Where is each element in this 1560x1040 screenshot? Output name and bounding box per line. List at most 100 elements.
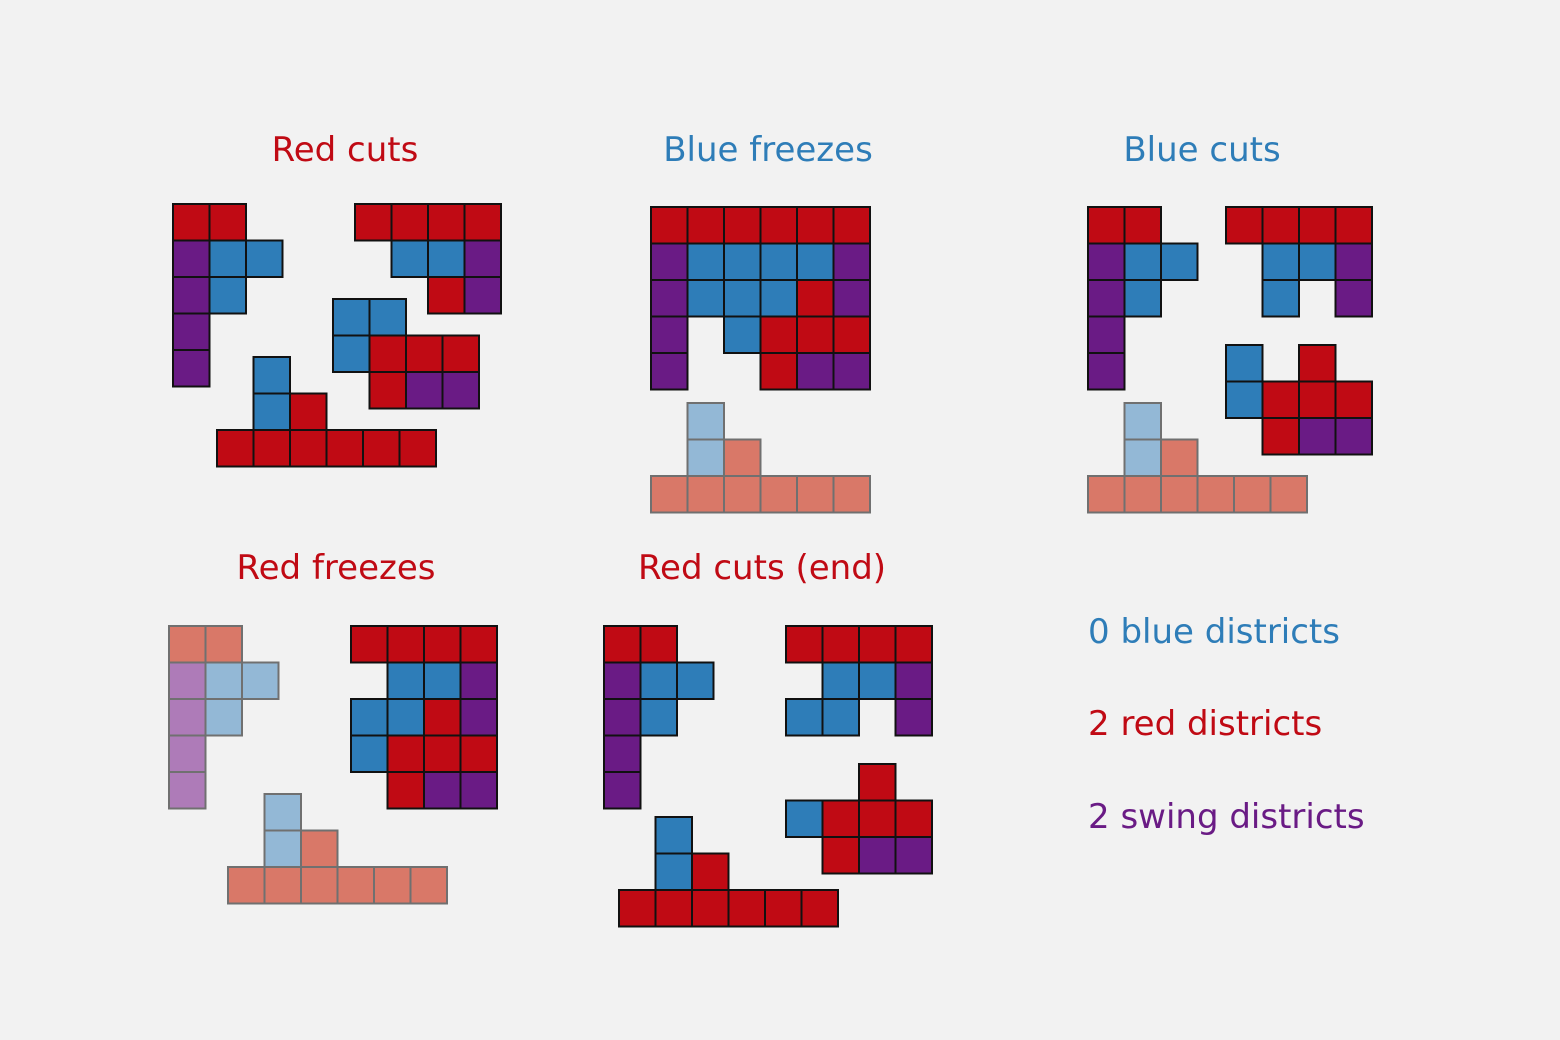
district-piece [168,625,280,810]
grid-cell-purple [463,239,502,278]
grid-cell-red [858,763,897,802]
grid-cell-red [368,371,407,410]
grid-cell-purple [1087,315,1126,354]
district-piece [618,816,839,928]
grid-cell-blue [821,661,860,700]
grid-cell-purple [463,276,502,315]
grid-cell-blue [785,799,824,838]
grid-cell-blue [639,661,678,700]
panel-red-freezes [168,625,498,905]
grid-cell-red [796,315,835,354]
grid-cell-purple [459,771,498,810]
grid-cell-red [427,276,466,315]
district-piece [216,356,437,468]
grid-cell-blue [686,242,725,281]
grid-cell-blue [386,661,425,700]
grid-cell-red [423,734,462,773]
grid-cell-blue-faded [1123,438,1162,477]
grid-cell-blue [723,242,762,281]
grid-cell-purple [832,279,871,318]
grid-cell-blue [390,239,429,278]
grid-cell-blue [796,242,835,281]
panel-title-red-cuts: Red cuts [271,130,419,170]
grid-cell-blue [723,279,762,318]
grid-cell-red [759,315,798,354]
grid-cell-blue [245,239,284,278]
panel-title-red-cuts-end: Red cuts (end) [637,548,887,588]
grid-cell-red [354,203,393,242]
grid-cell-red [821,799,860,838]
grid-cell-purple [1334,279,1373,318]
grid-cell-red [386,734,425,773]
grid-cell-red-faded [204,625,243,664]
grid-cell-purple [1087,352,1126,391]
district-piece [172,203,284,388]
grid-cell-red [686,206,725,245]
grid-cell-purple [650,279,689,318]
grid-cell-purple [603,771,642,810]
grid-cell-red-faded [409,866,448,905]
grid-cell-red [650,206,689,245]
grid-cell-red-faded [1196,475,1235,514]
grid-cell-red-faded [1233,475,1272,514]
grid-cell-purple [459,698,498,737]
grid-cell-red [858,799,897,838]
grid-cell-red [723,206,762,245]
grid-cell-red [368,334,407,373]
grid-cell-red-faded [650,475,689,514]
grid-cell-red [1123,206,1162,245]
grid-cell-red-faded [300,829,339,868]
grid-cell-purple [423,771,462,810]
grid-cell-purple-faded [168,661,207,700]
grid-cell-purple [894,836,933,875]
grid-cell-purple [650,352,689,391]
grid-cell-red-faded [263,866,302,905]
grid-cell-red [764,889,803,928]
district-piece [1225,344,1373,456]
grid-cell-red [1334,206,1373,245]
grid-cell-purple [894,661,933,700]
legend-red-districts: 2 red districts [1088,704,1323,744]
grid-cell-red-faded [723,475,762,514]
grid-cell-red [603,625,642,664]
grid-cell-red [172,203,211,242]
grid-cell-blue-faded [686,402,725,441]
grid-cell-purple-faded [168,698,207,737]
grid-cell-red [639,625,678,664]
grid-cell-red [821,625,860,664]
legend-swing-districts: 2 swing districts [1088,797,1365,837]
panel-blue-freezes [650,206,871,514]
panel-title-blue-cuts: Blue cuts [1123,130,1281,170]
grid-cell-red [894,625,933,664]
grid-cell-purple [172,349,211,388]
grid-cell-red [390,203,429,242]
grid-cell-blue-faded [263,829,302,868]
grid-cell-blue [654,852,693,891]
grid-cell-red [386,771,425,810]
grid-cell-red-faded [686,475,725,514]
grid-cell-blue [1261,242,1300,281]
grid-cell-blue [821,698,860,737]
grid-cell-red [350,625,389,664]
grid-cell-red [832,315,871,354]
grid-cell-red [208,203,247,242]
grid-cell-red-faded [168,625,207,664]
grid-cell-blue-faded [204,661,243,700]
grid-cell-purple [1087,279,1126,318]
panel-title-red-freezes: Red freezes [236,548,436,588]
grid-cell-blue [1225,380,1264,419]
grid-cell-red [1261,380,1300,419]
grid-cell-red [654,889,693,928]
grid-cell-purple [832,242,871,281]
grid-cell-purple-faded [168,771,207,810]
grid-cell-red [796,279,835,318]
grid-cell-blue [1160,242,1199,281]
grid-cell-blue [208,239,247,278]
grid-cell-blue [350,698,389,737]
grid-cell-blue [350,734,389,773]
grid-cell-blue [639,698,678,737]
district-piece [1087,402,1308,514]
grid-cell-blue [423,661,462,700]
district-piece [785,763,933,875]
grid-cell-red-faded [1269,475,1308,514]
